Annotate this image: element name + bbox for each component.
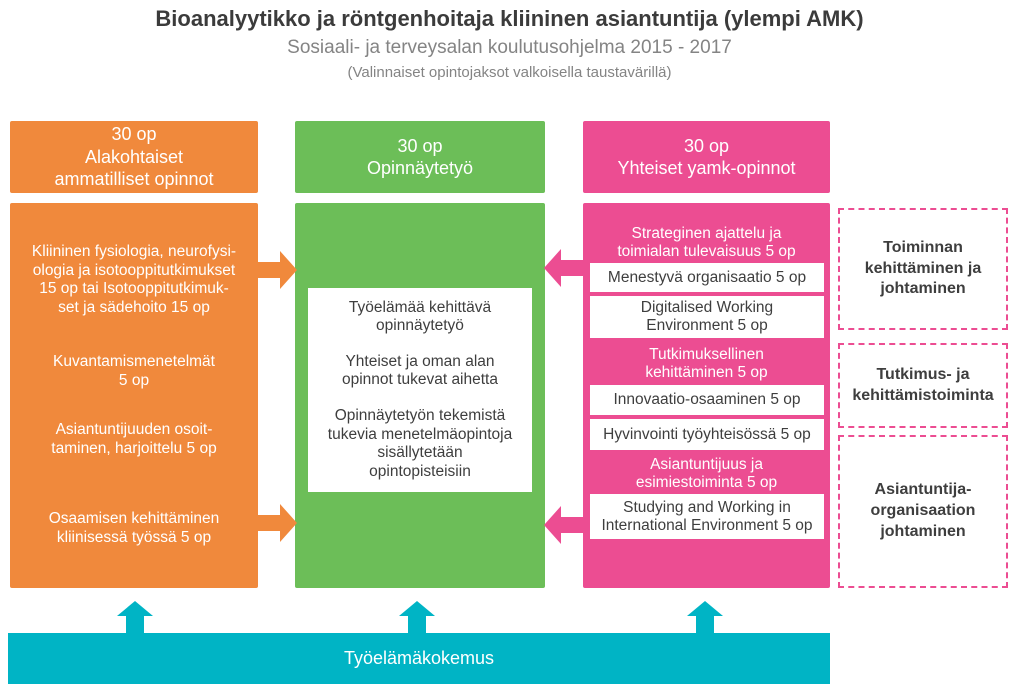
- thesis-paragraph-2: Yhteiset ja oman alan opinnot tukevat ai…: [342, 352, 498, 389]
- pink-white-hyvinvointi: Hyvinvointi työyhteisössä 5 op: [590, 419, 824, 450]
- work-experience-label: Työelämäkokemus: [343, 648, 495, 668]
- arrow-head: [280, 251, 297, 289]
- thesis-paragraph-1: Työelämää kehittävä opinnäytetyö: [348, 298, 492, 335]
- orange-flow-arrow-bottom-icon: [257, 504, 297, 542]
- arrow-head: [544, 249, 561, 287]
- arrow-shaft: [561, 517, 584, 533]
- arrow-head: [399, 601, 435, 616]
- competence-box-toiminnan: Toiminnan kehittäminen ja johtaminen: [838, 208, 1008, 330]
- arrow-head: [687, 601, 723, 616]
- arrow-head: [544, 506, 561, 544]
- orange-flow-arrow-top-icon: [257, 251, 297, 289]
- pink-flow-arrow-bottom-icon: [544, 506, 584, 544]
- arrow-shaft: [257, 515, 280, 531]
- pink-white-menestyva: Menestyvä organisaatio 5 op: [590, 263, 824, 292]
- arrow-head: [280, 504, 297, 542]
- green-column-header: 30 op Opinnäytetyö: [295, 121, 545, 193]
- pink-column-header: 30 op Yhteiset yamk-opinnot: [583, 121, 830, 193]
- orange-item-4: Osaamisen kehittäminen kliinisessä työss…: [48, 510, 220, 546]
- pink-white-digitalised: Digitalised Working Environment 5 op: [590, 296, 824, 338]
- cyan-up-arrow-left-icon: [117, 601, 153, 633]
- pink-flow-arrow-top-icon: [544, 249, 584, 287]
- arrow-shaft: [257, 262, 280, 278]
- page-note: (Valinnaiset opintojaksot valkoisella ta…: [347, 64, 672, 81]
- orange-item-2: Kuvantamismenetelmät 5 op: [53, 353, 215, 389]
- page-subtitle: Sosiaali- ja terveysalan koulutusohjelma…: [287, 37, 732, 58]
- arrow-shaft: [561, 260, 584, 276]
- arrow-shaft: [696, 616, 714, 633]
- competence-box-asiantuntija: Asiantuntija- organisaation johtaminen: [838, 435, 1008, 588]
- pink-label-asiantuntijuus: Asiantuntijuus ja esimiestoiminta 5 op: [635, 456, 778, 491]
- pink-white-innovaatio: Innovaatio-osaaminen 5 op: [590, 385, 824, 415]
- page-title: Bioanalyytikko ja röntgenhoitaja kliinin…: [155, 6, 864, 31]
- orange-column-header: 30 op Alakohtaiset ammatilliset opinnot: [10, 121, 258, 193]
- orange-column-box: Kliininen fysiologia, neurofysi- ologia …: [10, 203, 258, 588]
- pink-white-studying: Studying and Working in International En…: [590, 494, 824, 539]
- thesis-paragraph-3: Opinnäytetyön tekemistä tukevia menetelm…: [327, 407, 513, 480]
- thesis-white-panel: Työelämää kehittävä opinnäytetyö Yhteise…: [308, 288, 532, 492]
- pink-column-box: Strateginen ajattelu ja toimialan tuleva…: [583, 203, 830, 588]
- arrow-shaft: [408, 616, 426, 633]
- green-column-box: Työelämää kehittävä opinnäytetyö Yhteise…: [295, 203, 545, 588]
- cyan-up-arrow-right-icon: [687, 601, 723, 633]
- work-experience-bar: Työelämäkokemus: [8, 633, 830, 684]
- pink-label-strateginen: Strateginen ajattelu ja toimialan tuleva…: [617, 225, 796, 260]
- competence-box-tutkimus: Tutkimus- ja kehittämistoiminta: [838, 343, 1008, 428]
- arrow-head: [117, 601, 153, 616]
- orange-item-1: Kliininen fysiologia, neurofysi- ologia …: [31, 243, 237, 316]
- orange-item-3: Asiantuntijuuden osoit- taminen, harjoit…: [51, 421, 217, 457]
- arrow-shaft: [126, 616, 144, 633]
- pink-label-tutkimuksellinen: Tutkimuksellinen kehittäminen 5 op: [645, 346, 768, 381]
- page-header: Bioanalyytikko ja röntgenhoitaja kliinin…: [0, 6, 1019, 81]
- cyan-up-arrow-center-icon: [399, 601, 435, 633]
